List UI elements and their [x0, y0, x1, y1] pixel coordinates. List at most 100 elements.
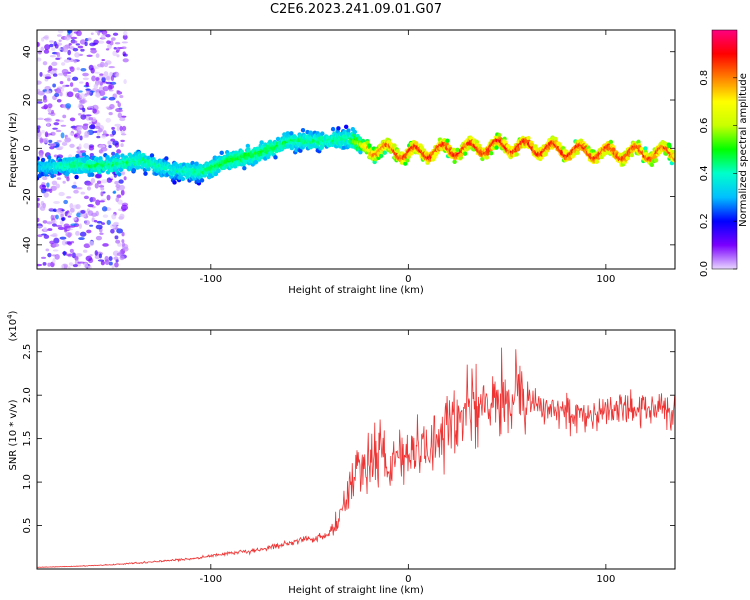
- spectrogram-mark: [81, 152, 87, 157]
- spectrogram-mark: [330, 126, 336, 132]
- spectrogram-noise-mark: [84, 130, 90, 137]
- snr-x-tick-label: 0: [405, 574, 411, 585]
- spectrogram-noise-mark: [107, 140, 112, 146]
- spectrogram-noise-mark: [37, 197, 40, 202]
- spectrogram-noise-mark: [43, 234, 50, 239]
- spectrogram-noise-mark: [119, 117, 126, 122]
- spectrogram-y-axis-label: Frequency (Hz): [8, 112, 19, 188]
- spectrogram-noise-mark: [37, 263, 43, 267]
- colorbar-tick-label: 0.6: [699, 118, 710, 134]
- spectrogram-noise-mark: [83, 143, 90, 149]
- spectrogram-noise-mark: [122, 246, 129, 252]
- spectrogram-noise-mark: [78, 237, 85, 241]
- spectrogram-x-ticks: -100 0 100: [199, 30, 615, 285]
- spectrogram-noise-mark: [102, 214, 109, 218]
- spectrogram-noise-mark: [117, 102, 122, 108]
- spectrogram-mark: [667, 144, 672, 149]
- spectrogram-mark: [53, 169, 58, 175]
- spectrogram-noise-mark: [62, 46, 69, 53]
- spectrogram-noise-mark: [37, 127, 40, 133]
- spectrogram-noise-mark: [114, 181, 119, 185]
- snr-y-tick-label: 1.0: [22, 474, 33, 490]
- spectrogram-mark: [40, 157, 46, 163]
- spectrogram-noise-mark: [114, 235, 119, 240]
- spectrogram-noise-mark: [67, 215, 72, 218]
- spectrogram-noise-mark: [59, 91, 63, 97]
- spectrogram-mark: [216, 168, 221, 173]
- spectrogram-noise-mark: [95, 30, 99, 34]
- spectrogram-noise-mark: [72, 47, 79, 52]
- spectrogram-mark: [143, 171, 148, 176]
- spectrogram-noise-mark: [67, 266, 71, 269]
- spectrogram-noise-mark: [62, 250, 67, 256]
- spectrogram-noise-mark: [92, 108, 97, 114]
- spectrogram-noise-mark: [106, 40, 111, 45]
- spectrogram-noise-mark: [64, 35, 71, 41]
- spectrogram-noise-mark: [51, 232, 58, 238]
- spectrogram-mark: [346, 128, 351, 133]
- spectrogram-noise-mark: [98, 90, 106, 97]
- spectrogram-noise-mark: [98, 149, 103, 154]
- spectrogram-mark: [213, 171, 219, 177]
- spectrogram-noise-mark: [98, 80, 103, 84]
- spectrogram-mark: [194, 161, 199, 166]
- spectrogram-noise-mark: [99, 232, 104, 235]
- spectrogram-noise-mark: [61, 68, 69, 75]
- spectrogram-noise-mark: [90, 90, 95, 93]
- spectrogram-noise-mark: [66, 91, 74, 98]
- spectrogram-noise-mark: [56, 98, 62, 103]
- spectrogram-noise-mark: [42, 220, 48, 224]
- spectrogram-noise-mark: [116, 187, 120, 192]
- spectrogram-noise-mark: [53, 237, 60, 244]
- spectrogram-noise-mark: [115, 197, 119, 203]
- spectrogram-noise-mark: [70, 36, 78, 40]
- spectrogram-noise-mark: [112, 50, 118, 57]
- spectrogram-noise-mark: [37, 101, 43, 104]
- spectrogram-noise-mark: [123, 30, 128, 36]
- spectrogram-noise-mark: [79, 187, 83, 190]
- spectrogram-noise-mark: [56, 139, 62, 143]
- spectrogram-noise-mark: [85, 114, 92, 117]
- spectrogram-noise-mark: [119, 184, 125, 191]
- spectrogram-noise-mark: [42, 61, 48, 66]
- spectrogram-mark: [58, 158, 63, 163]
- spectrogram-noise-mark: [104, 259, 110, 266]
- spectrogram-noise-mark: [108, 112, 113, 116]
- spectrogram-noise-mark: [89, 153, 94, 157]
- spectrogram-noise-mark: [78, 143, 82, 150]
- spectrogram-mark: [629, 152, 635, 158]
- spectrogram-noise-mark: [119, 213, 125, 220]
- spectrogram-y-tick-label: 40: [22, 45, 33, 58]
- spectrogram-noise-mark: [76, 67, 80, 71]
- spectrogram-noise-mark: [49, 240, 55, 245]
- spectrogram-noise-mark: [65, 103, 72, 109]
- spectrogram-noise-mark: [48, 139, 53, 144]
- spectrogram-noise-mark: [62, 84, 67, 88]
- spectrogram-y-tick-label: 20: [22, 94, 33, 107]
- spectrogram-mark: [643, 146, 648, 151]
- spectrogram-noise-mark: [111, 213, 117, 220]
- spectrogram-noise-mark: [94, 125, 101, 130]
- spectrogram-mark: [172, 180, 177, 185]
- spectrogram-noise-mark: [100, 191, 104, 197]
- colorbar-ticks: 0.0 0.2 0.4 0.6 0.8: [699, 70, 737, 277]
- spectrogram-y-ticks: -40 -20 0 20 40: [22, 45, 675, 253]
- spectrogram-noise-mark: [111, 264, 115, 269]
- spectrogram-noise-mark: [82, 124, 89, 130]
- spectrogram-noise-mark: [37, 225, 43, 228]
- spectrogram-noise-mark: [110, 176, 114, 179]
- spectrogram-noise-mark: [44, 76, 52, 80]
- spectrogram-mark: [529, 142, 535, 147]
- spectrogram-noise-mark: [49, 43, 54, 48]
- spectrogram-noise-mark: [115, 73, 120, 78]
- spectrogram-noise-mark: [108, 261, 113, 266]
- spectrogram-noise-mark: [82, 72, 89, 77]
- spectrogram-noise-mark: [113, 256, 119, 260]
- spectrogram-mark: [320, 131, 325, 136]
- spectrogram-mark: [672, 153, 675, 158]
- spectrogram-noise-mark: [122, 125, 127, 132]
- colorbar-scale: [711, 29, 738, 270]
- spectrogram-noise-mark: [43, 226, 47, 232]
- spectrogram-noise-mark: [45, 248, 50, 252]
